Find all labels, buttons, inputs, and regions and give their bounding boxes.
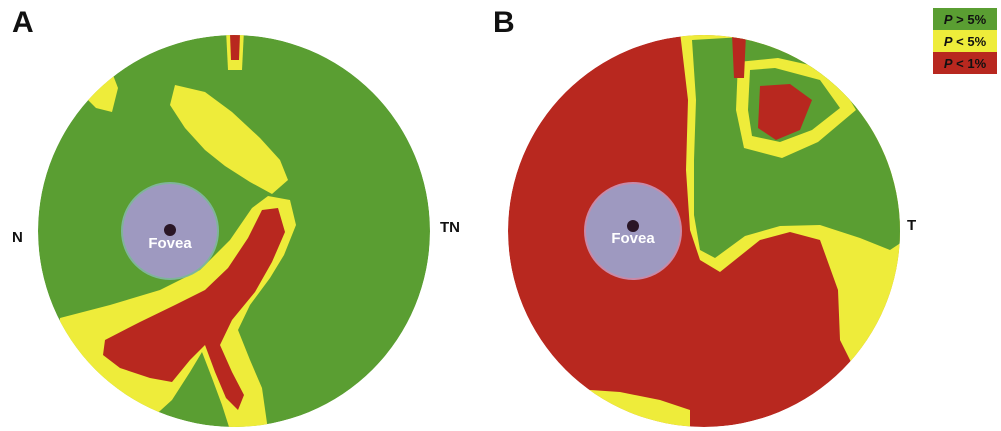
panel-a-label: A [12, 6, 34, 39]
panel-b-label: B [493, 6, 515, 39]
legend-swatch-green [933, 8, 997, 30]
legend-label: P < 5% [944, 34, 987, 49]
panel-a-fovea-label: Fovea [148, 235, 192, 252]
panel-a-red-region [103, 208, 285, 410]
panel-b-probability-map [508, 35, 900, 427]
legend-item-p-lt-1: P < 1% [933, 52, 997, 74]
legend-label: P > 5% [944, 12, 987, 27]
legend-swatch-red [933, 52, 997, 74]
panel-a: A N TN Fovea [12, 6, 460, 427]
panel-b-right-label: T [907, 217, 916, 234]
panel-b-fovea-label: Fovea [611, 230, 655, 247]
panel-a-red-streak [230, 35, 240, 60]
panel-a-left-label: N [12, 229, 23, 246]
legend: P > 5% P < 5% P < 1% [933, 8, 997, 74]
panel-a-fovea: Fovea [121, 182, 219, 280]
legend-label: P < 1% [944, 56, 987, 71]
legend-swatch-yellow [933, 30, 997, 52]
panel-b-red-streak [732, 35, 746, 78]
panel-b-fovea: Fovea [584, 182, 682, 280]
panel-b: B T Fovea [493, 6, 916, 427]
panel-a-right-label: TN [440, 219, 460, 236]
legend-item-p-lt-5: P < 5% [933, 30, 997, 52]
panel-a-probability-map [38, 35, 430, 427]
panel-b-fovea-center [627, 220, 639, 232]
panel-a-yellow-plume [170, 85, 288, 194]
panel-b-red-island [758, 84, 812, 140]
panel-a-fovea-center [164, 224, 176, 236]
legend-item-p-gt-5: P > 5% [933, 8, 997, 30]
